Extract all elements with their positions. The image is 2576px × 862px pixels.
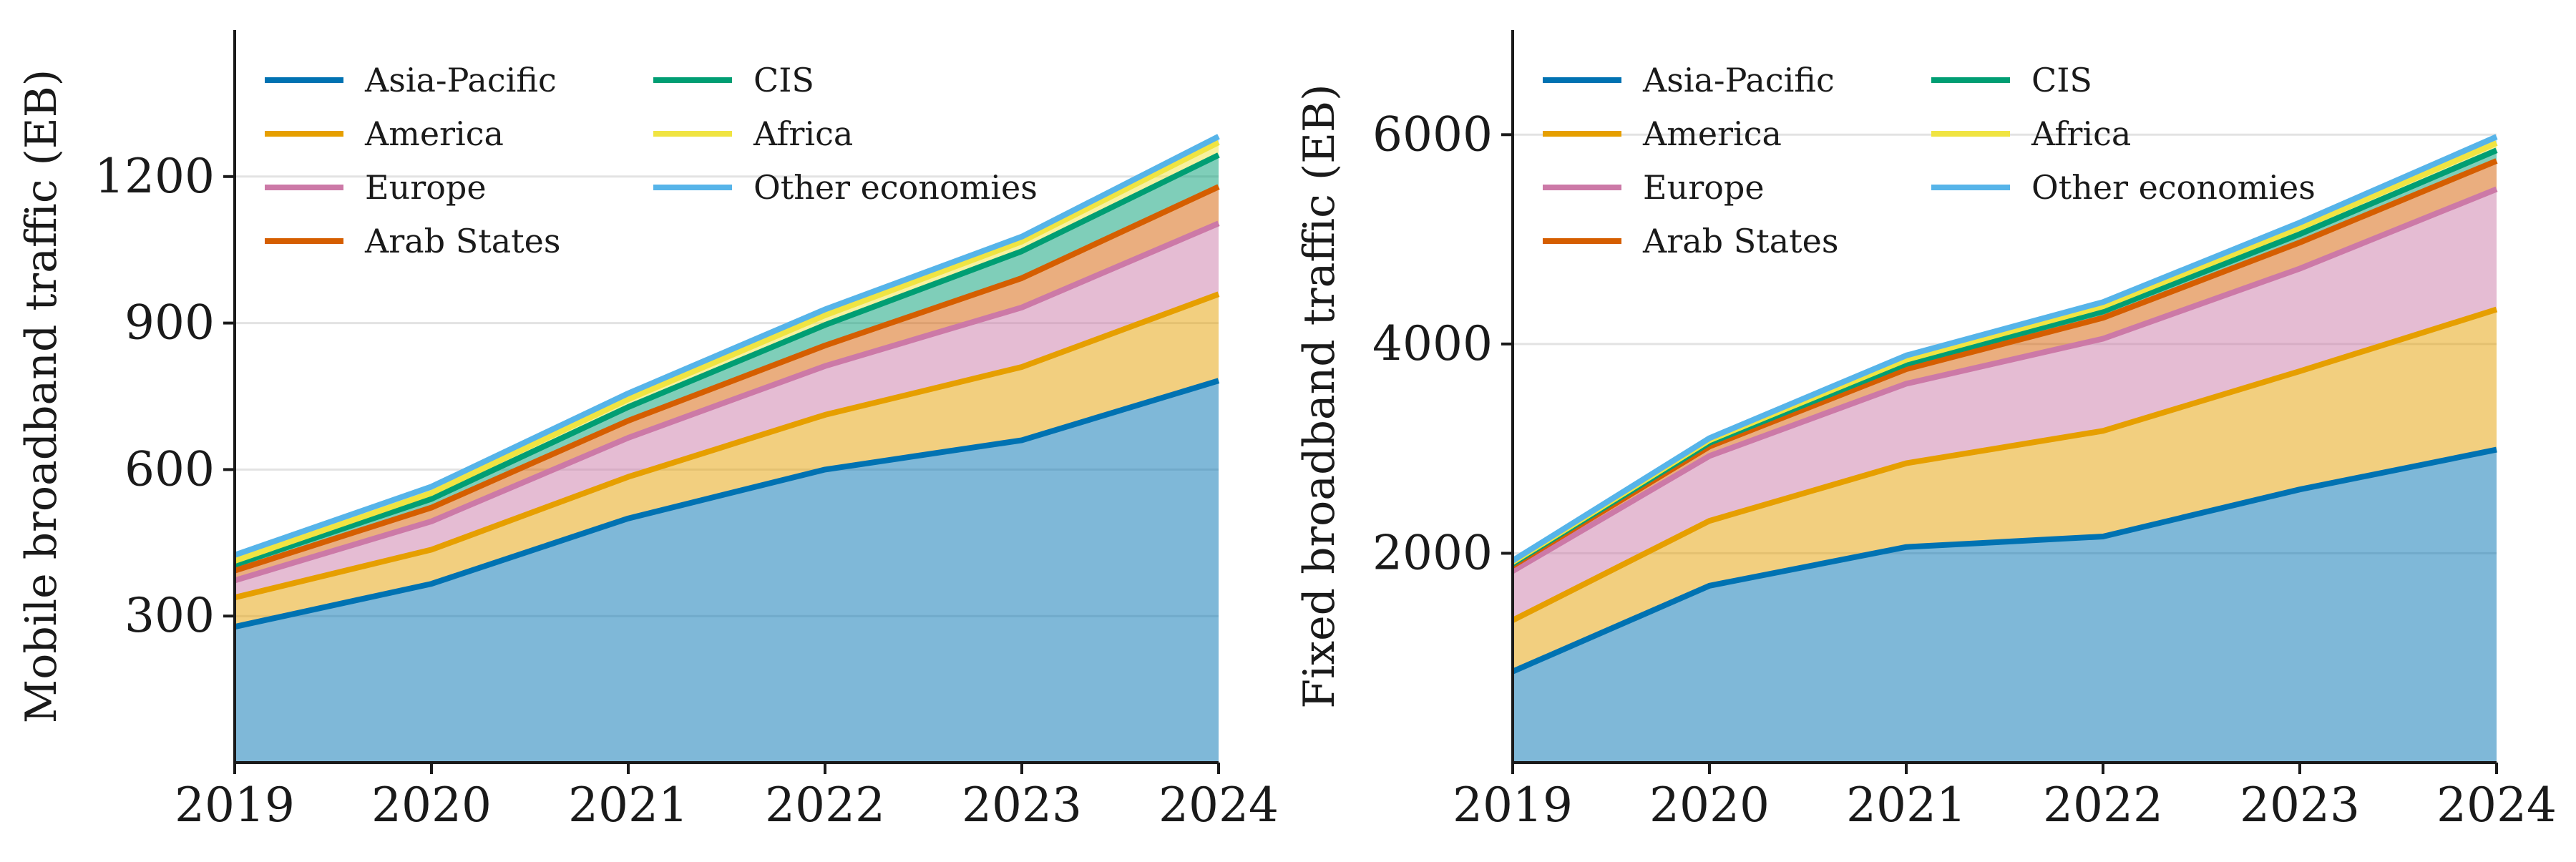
x-tick-label: 2020 (1649, 778, 1770, 833)
series-line-america (1511, 306, 2498, 623)
x-tick-label: 2023 (962, 778, 1082, 833)
y-axis-label: Fixed broadband traffic (EB) (1294, 84, 1345, 708)
x-tick-label: 2021 (1846, 778, 1966, 833)
y-tick-label: 300 (125, 588, 215, 643)
area-america (1513, 309, 2497, 672)
legend-label-other-economies: Other economies (2031, 168, 2316, 207)
legend-label-arab-states: Arab States (1642, 222, 1838, 260)
x-tick-label: 2022 (765, 778, 885, 833)
x-tick-label: 2022 (2043, 778, 2163, 833)
area-asia-pacific (1513, 449, 2497, 763)
legend-label-africa: Africa (2031, 114, 2131, 153)
series-line-asia-pacific (1511, 446, 2497, 675)
series-line-arab-states (233, 184, 1220, 574)
y-tick-label: 2000 (1372, 525, 1493, 580)
series-line-america (234, 291, 1220, 601)
x-tick-label: 2024 (2436, 778, 2557, 833)
series-line-europe (1511, 186, 2498, 574)
area-america (235, 294, 1219, 627)
legend-label-america: America (364, 114, 504, 153)
legend-label-asia-pacific: Asia-Pacific (364, 61, 557, 99)
legend-label-other-economies: Other economies (753, 168, 1038, 207)
legend-label-europe: Europe (365, 168, 487, 207)
series-line-arab-states (1511, 158, 2498, 569)
legend: Asia-Pacific America Europe Arab States CIS A… (1543, 61, 2316, 260)
legend-label-cis: CIS (753, 61, 814, 99)
x-tick-label: 2020 (371, 778, 492, 833)
y-tick-label: 1200 (94, 149, 215, 204)
y-tick-label: 900 (125, 295, 215, 351)
y-axis-label: Mobile broadband traffic (EB) (16, 69, 67, 723)
x-tick-label: 2021 (568, 778, 688, 833)
area-europe (235, 223, 1219, 598)
chart-panel-2: 2000 4000 6000 2019 2020 2021 2022 2023 2024 Fixe… (1294, 30, 2557, 833)
legend-label-america: America (1642, 114, 1782, 153)
area-asia-pacific (235, 381, 1219, 763)
legend: Asia-Pacific America Europe Arab States CIS A… (265, 61, 1038, 260)
series-line-asia-pacific (234, 378, 1220, 630)
y-tick-label: 6000 (1372, 107, 1493, 162)
legend-label-asia-pacific: Asia-Pacific (1642, 61, 1835, 99)
legend-label-arab-states: Arab States (364, 222, 560, 260)
x-tick-label: 2019 (175, 778, 295, 833)
x-tick-label: 2024 (1158, 778, 1279, 833)
legend-label-cis: CIS (2031, 61, 2092, 99)
y-tick-label: 600 (125, 441, 215, 496)
legend-label-africa: Africa (753, 114, 853, 153)
area-europe (1513, 189, 2497, 621)
x-tick-label: 2019 (1453, 778, 1573, 833)
y-tick-label: 4000 (1372, 316, 1493, 371)
x-tick-label: 2023 (2240, 778, 2360, 833)
chart-panel-1: 300 600 900 1200 2019 2020 2021 2022 2023 2024 Mob… (16, 30, 1279, 833)
series-line-other-economies (1511, 134, 2498, 564)
legend-label-europe: Europe (1643, 168, 1765, 207)
series-line-cis (233, 152, 1220, 568)
series-line-africa (233, 139, 1220, 564)
series-line-other-economies (233, 134, 1220, 558)
series-line-europe (233, 220, 1220, 584)
